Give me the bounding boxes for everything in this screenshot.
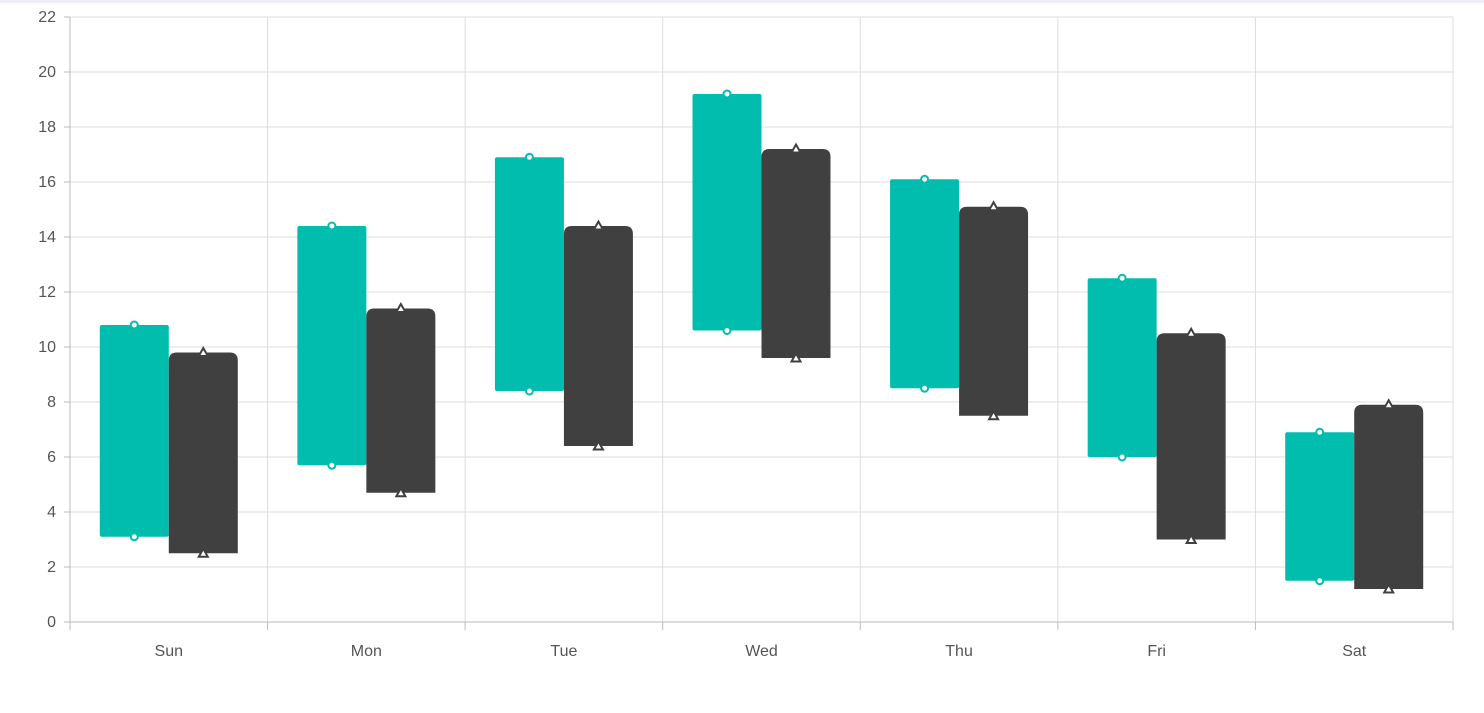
- y-tick-label: 18: [38, 119, 56, 136]
- triangle-marker: [1184, 532, 1198, 544]
- range-bar: [297, 226, 367, 466]
- circle-marker: [129, 532, 139, 542]
- range-bar: [99, 325, 169, 537]
- y-tick-label: 2: [47, 559, 56, 576]
- circle-marker: [524, 152, 534, 162]
- triangle-marker: [987, 200, 1000, 212]
- triangle-marker: [1382, 582, 1395, 594]
- range-bar: [1156, 333, 1226, 540]
- x-tick-label: Tue: [550, 643, 577, 660]
- range-bar: [366, 308, 436, 493]
- x-tick-label: Sat: [1342, 643, 1367, 660]
- y-tick-label: 6: [47, 449, 56, 466]
- y-tick-label: 20: [38, 64, 56, 81]
- triangle-marker: [789, 142, 803, 154]
- circle-marker: [1315, 427, 1325, 437]
- x-tick-label: Fri: [1147, 643, 1166, 660]
- markers: [129, 89, 1395, 594]
- circle-marker: [327, 460, 337, 470]
- y-tick-label: 12: [38, 284, 56, 301]
- circle-marker: [1117, 452, 1127, 462]
- top-border: [0, 0, 1484, 3]
- range-bar: [494, 157, 564, 391]
- triangle-marker: [1382, 398, 1395, 410]
- range-bar: [168, 352, 238, 554]
- range-bar: [761, 149, 831, 358]
- range-bar: [1087, 278, 1157, 457]
- circle-marker: [722, 89, 732, 99]
- x-tick-label: Mon: [351, 643, 382, 660]
- circle-marker: [1315, 576, 1325, 586]
- triangle-marker: [197, 546, 210, 558]
- y-tick-label: 16: [38, 174, 56, 191]
- circle-marker: [327, 221, 337, 231]
- x-tick-label: Wed: [745, 643, 778, 660]
- y-tick-label: 4: [47, 504, 56, 521]
- range-bar: [1285, 432, 1355, 581]
- x-tick-label: Thu: [945, 643, 973, 660]
- range-bar: [1354, 404, 1424, 589]
- y-tick-label: 22: [38, 9, 56, 26]
- circle-marker: [524, 386, 534, 396]
- triangle-marker: [1184, 326, 1198, 338]
- triangle-marker: [394, 486, 408, 498]
- circle-marker: [1117, 273, 1127, 283]
- y-tick-label: 10: [38, 339, 56, 356]
- y-tick-label: 0: [47, 614, 56, 631]
- x-tick-label: Sun: [155, 643, 183, 660]
- range-bar: [890, 179, 960, 389]
- circle-marker: [920, 174, 930, 184]
- triangle-marker: [987, 409, 1000, 421]
- range-bar: [959, 206, 1029, 416]
- y-tick-label: 14: [38, 229, 56, 246]
- bars: [99, 94, 1424, 589]
- triangle-marker: [592, 439, 605, 451]
- triangle-marker: [197, 345, 210, 357]
- triangle-marker: [789, 351, 803, 363]
- circle-marker: [722, 326, 732, 335]
- y-tick-label: 8: [47, 394, 56, 411]
- tick-labels: 0 2 4 6 8 10 12 14 16 18 20 22 Sun Mon Tue Wed Thu Fri Sat: [38, 9, 1367, 660]
- triangle-marker: [592, 219, 605, 231]
- range-bar: [692, 94, 762, 331]
- triangle-marker: [394, 301, 408, 313]
- axes: [64, 16, 1454, 630]
- circle-marker: [920, 383, 930, 393]
- circle-marker: [129, 320, 139, 330]
- range-bar: [563, 226, 633, 446]
